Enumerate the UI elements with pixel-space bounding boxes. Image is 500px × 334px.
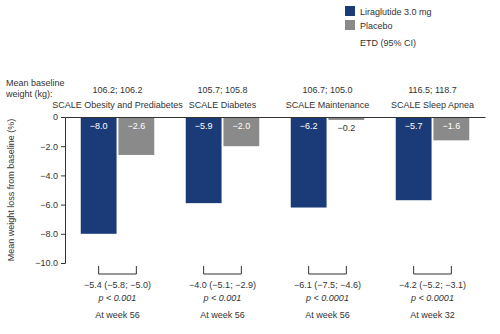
week-label: At week 56 bbox=[95, 310, 140, 320]
data-label: −8.0 bbox=[90, 121, 108, 131]
bar bbox=[433, 117, 469, 140]
data-labels: −8.0 −5.9 −6.2 −5.7 −2.6 −2.0 −0.2 −1.6 bbox=[90, 121, 460, 133]
y-tick-label: −8.0 bbox=[40, 229, 58, 239]
week-label: At week 32 bbox=[410, 310, 455, 320]
y-tick: −2.0 bbox=[40, 142, 65, 152]
data-label: −0.2 bbox=[337, 123, 355, 133]
etd-bracket bbox=[99, 266, 137, 274]
legend-label: Placebo bbox=[360, 21, 393, 31]
legend-swatch bbox=[345, 6, 355, 16]
etd-bracket bbox=[414, 266, 452, 274]
baseline-weight: 105.7; 105.8 bbox=[197, 85, 247, 95]
y-axis: 0 −2.0 −4.0 −6.0 −8.0 −10.0 bbox=[35, 112, 65, 268]
y-tick-mark bbox=[61, 146, 65, 147]
legend-swatch bbox=[345, 20, 355, 30]
data-label: −1.6 bbox=[442, 121, 460, 131]
baseline-title: weight (kg): bbox=[5, 89, 53, 99]
chart: 0 −2.0 −4.0 −6.0 −8.0 −10.0 Mean weight loss f… bbox=[0, 0, 500, 334]
etd-value: −6.1 (−7.5; −4.6) bbox=[294, 280, 361, 290]
bar bbox=[396, 117, 432, 200]
x-tick: SCALE Sleep Apnea bbox=[391, 100, 474, 117]
y-tick-mark bbox=[61, 175, 65, 176]
annotations: Mean baselineweight (kg): 106.2; 106.2 −5.… bbox=[5, 78, 466, 320]
week-label: At week 56 bbox=[200, 310, 245, 320]
y-tick-mark bbox=[61, 234, 65, 235]
data-label: −2.6 bbox=[127, 121, 145, 131]
p-value: p < 0.001 bbox=[203, 293, 242, 303]
data-label: −5.9 bbox=[195, 121, 213, 131]
category-label: SCALE Diabetes bbox=[189, 100, 257, 110]
baseline-weight: 106.7; 105.0 bbox=[302, 85, 352, 95]
y-axis-title: Mean weight loss from baseline (%) bbox=[6, 119, 16, 262]
p-value: p < 0.0001 bbox=[305, 293, 349, 303]
category-label: SCALE Sleep Apnea bbox=[391, 100, 474, 110]
x-axis: SCALE Obesity and Prediabetes SCALE Diabe… bbox=[52, 100, 485, 118]
category-label: SCALE Maintenance bbox=[286, 100, 370, 110]
bar bbox=[186, 117, 222, 203]
bar bbox=[81, 117, 117, 234]
bar bbox=[118, 117, 154, 155]
y-tick-mark bbox=[61, 263, 65, 264]
y-tick: −8.0 bbox=[40, 229, 65, 239]
p-value: p < 0.001 bbox=[98, 293, 137, 303]
etd-bracket bbox=[204, 266, 242, 274]
y-tick-mark bbox=[61, 205, 65, 206]
etd-value: −4.0 (−5.1; −2.9) bbox=[189, 280, 256, 290]
y-tick-label: −2.0 bbox=[40, 142, 58, 152]
y-axis-line bbox=[61, 118, 66, 264]
category-label: SCALE Obesity and Prediabetes bbox=[52, 100, 183, 110]
bar bbox=[291, 117, 327, 208]
data-label: −6.2 bbox=[300, 121, 318, 131]
etd-bracket bbox=[309, 266, 347, 274]
y-tick: 0 bbox=[53, 112, 65, 122]
y-tick-mark bbox=[61, 117, 65, 118]
x-tick: SCALE Maintenance bbox=[286, 100, 370, 117]
etd-title: ETD (95% CI) bbox=[360, 38, 416, 48]
baseline-weight: 116.5; 118.7 bbox=[408, 85, 457, 95]
etd-value: −5.4 (−5.8; −5.0) bbox=[84, 280, 151, 290]
p-value: p < 0.0001 bbox=[410, 293, 454, 303]
y-tick: −4.0 bbox=[40, 171, 65, 181]
baseline-weight: 106.2; 106.2 bbox=[92, 85, 142, 95]
x-tick: SCALE Diabetes bbox=[189, 100, 257, 117]
y-tick-label: −6.0 bbox=[40, 200, 58, 210]
baseline-title: Mean baseline bbox=[6, 78, 65, 88]
y-tick-label: −10.0 bbox=[35, 258, 58, 268]
data-label: −5.7 bbox=[405, 121, 423, 131]
legend: Liraglutide 3.0 mg Placebo ETD (95% CI) bbox=[345, 6, 432, 48]
data-label: −2.0 bbox=[232, 121, 250, 131]
y-tick-label: −4.0 bbox=[40, 171, 58, 181]
y-tick: −10.0 bbox=[35, 258, 65, 268]
bars bbox=[81, 117, 470, 234]
bar bbox=[223, 117, 259, 146]
y-tick-label: 0 bbox=[53, 112, 58, 122]
x-axis-line bbox=[66, 117, 486, 118]
x-tick: SCALE Obesity and Prediabetes bbox=[52, 100, 183, 117]
week-label: At week 56 bbox=[305, 310, 350, 320]
etd-value: −4.2 (−5.2; −3.1) bbox=[399, 280, 466, 290]
legend-label: Liraglutide 3.0 mg bbox=[360, 7, 432, 17]
y-tick: −6.0 bbox=[40, 200, 65, 210]
